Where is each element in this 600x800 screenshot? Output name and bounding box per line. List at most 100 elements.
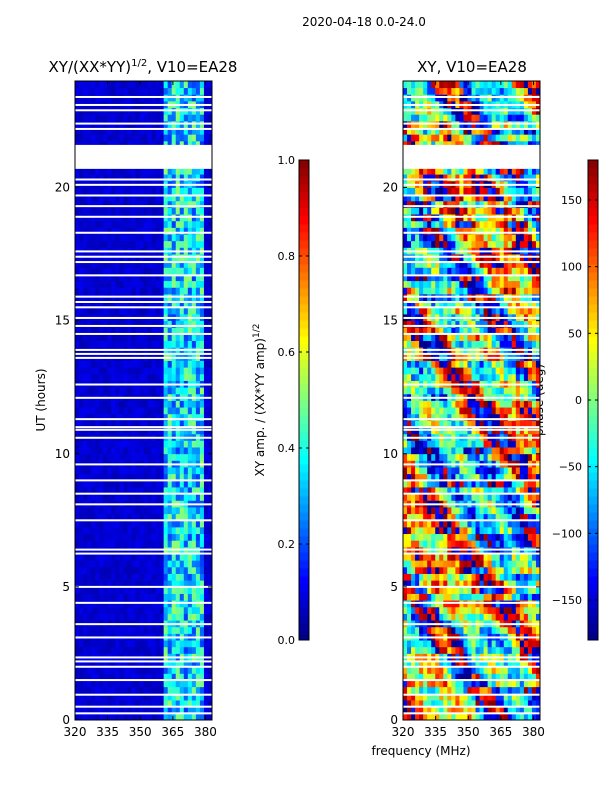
heatmap-cell xyxy=(443,513,448,521)
heatmap-cell xyxy=(507,440,513,448)
heatmap-cell xyxy=(107,307,112,315)
heatmap-cell xyxy=(455,613,460,621)
heatmap-cell xyxy=(167,320,173,328)
heatmap-cell xyxy=(487,700,493,708)
heatmap-cell xyxy=(139,660,144,668)
heatmap-cell xyxy=(479,420,484,428)
heatmap-cell xyxy=(167,553,173,561)
heatmap-cell xyxy=(179,227,185,235)
heatmap-cell xyxy=(471,680,476,688)
flagged-row xyxy=(75,316,212,319)
heatmap-cell xyxy=(503,507,509,515)
heatmap-cell xyxy=(99,407,104,415)
heatmap-cell xyxy=(431,533,436,541)
heatmap-cell xyxy=(151,320,156,328)
heatmap-cell xyxy=(535,580,541,588)
heatmap-cell xyxy=(443,453,448,461)
heatmap-cell xyxy=(159,586,165,594)
heatmap-cell xyxy=(451,420,456,428)
heatmap-cell xyxy=(119,586,124,594)
heatmap-cell xyxy=(459,613,464,621)
heatmap-cell xyxy=(467,713,472,721)
heatmap-cell xyxy=(147,327,152,335)
heatmap-cell xyxy=(147,280,152,288)
heatmap-cell xyxy=(199,713,205,721)
heatmap-cell xyxy=(471,613,476,621)
heatmap-cell xyxy=(103,320,108,328)
heatmap-cell xyxy=(479,586,484,594)
heatmap-cell xyxy=(99,420,104,428)
heatmap-cell xyxy=(115,174,120,182)
heatmap-cell xyxy=(475,613,480,621)
heatmap-cell xyxy=(115,513,120,521)
heatmap-cell xyxy=(455,553,460,561)
heatmap-cell xyxy=(183,680,189,688)
heatmap-cell xyxy=(111,360,116,368)
heatmap-cell xyxy=(183,713,189,721)
heatmap-cell xyxy=(499,586,505,594)
heatmap-cell xyxy=(91,260,96,268)
heatmap-cell xyxy=(127,274,132,282)
heatmap-cell xyxy=(127,580,132,588)
heatmap-cell xyxy=(119,400,124,408)
heatmap-cell xyxy=(115,660,120,668)
heatmap-cell xyxy=(411,420,416,428)
heatmap-cell xyxy=(479,553,484,561)
heatmap-cell xyxy=(419,513,424,521)
heatmap-cell xyxy=(195,387,201,395)
flagged-row xyxy=(75,479,212,482)
heatmap-cell xyxy=(495,666,501,674)
heatmap-cell xyxy=(503,660,509,668)
heatmap-cell xyxy=(199,640,205,648)
heatmap-cell xyxy=(79,453,84,461)
heatmap-cell xyxy=(435,560,440,568)
heatmap-cell xyxy=(151,573,156,581)
heatmap-cell xyxy=(511,447,517,455)
heatmap-cell xyxy=(83,367,88,375)
heatmap-cell xyxy=(171,320,177,328)
heatmap-cell xyxy=(411,533,416,541)
heatmap-cell xyxy=(507,586,513,594)
heatmap-cell xyxy=(499,666,505,674)
heatmap-cell xyxy=(203,227,209,235)
heatmap-cell xyxy=(431,493,436,501)
heatmap-cell xyxy=(435,553,440,561)
heatmap-cell xyxy=(199,526,205,535)
heatmap-cell xyxy=(95,234,100,242)
heatmap-cell xyxy=(487,467,493,475)
heatmap-cell xyxy=(79,660,84,668)
heatmap-cell xyxy=(187,507,193,515)
heatmap-cell xyxy=(127,407,132,415)
heatmap-cell xyxy=(163,507,169,515)
heatmap-cell xyxy=(139,520,144,528)
heatmap-cell xyxy=(483,586,489,594)
heatmap-cell xyxy=(175,666,181,674)
heatmap-cell xyxy=(91,300,96,308)
heatmap-cell xyxy=(131,307,136,315)
heatmap-cell xyxy=(163,693,169,701)
heatmap-cell xyxy=(151,114,156,122)
heatmap-cell xyxy=(519,713,525,721)
heatmap-cell xyxy=(515,646,521,654)
heatmap-cell xyxy=(467,613,472,621)
heatmap-cell xyxy=(103,640,108,648)
heatmap-cell xyxy=(183,333,189,341)
heatmap-cell xyxy=(179,660,185,668)
heatmap-cell xyxy=(431,713,436,721)
heatmap-cell xyxy=(163,526,169,535)
colorbar-segment xyxy=(299,320,309,329)
heatmap-cell xyxy=(467,533,472,541)
heatmap-cell xyxy=(155,480,161,488)
heatmap-cell xyxy=(479,566,484,574)
heatmap-cell xyxy=(531,526,537,535)
heatmap-cell xyxy=(443,586,448,594)
heatmap-cell xyxy=(139,533,144,541)
heatmap-cell xyxy=(471,507,476,515)
heatmap-cell xyxy=(403,586,408,594)
heatmap-cell xyxy=(483,606,489,614)
heatmap-cell xyxy=(155,260,161,268)
heatmap-cell xyxy=(471,586,476,594)
heatmap-cell xyxy=(511,520,517,528)
y-tick-label: 20 xyxy=(55,181,70,195)
heatmap-cell xyxy=(203,194,209,202)
